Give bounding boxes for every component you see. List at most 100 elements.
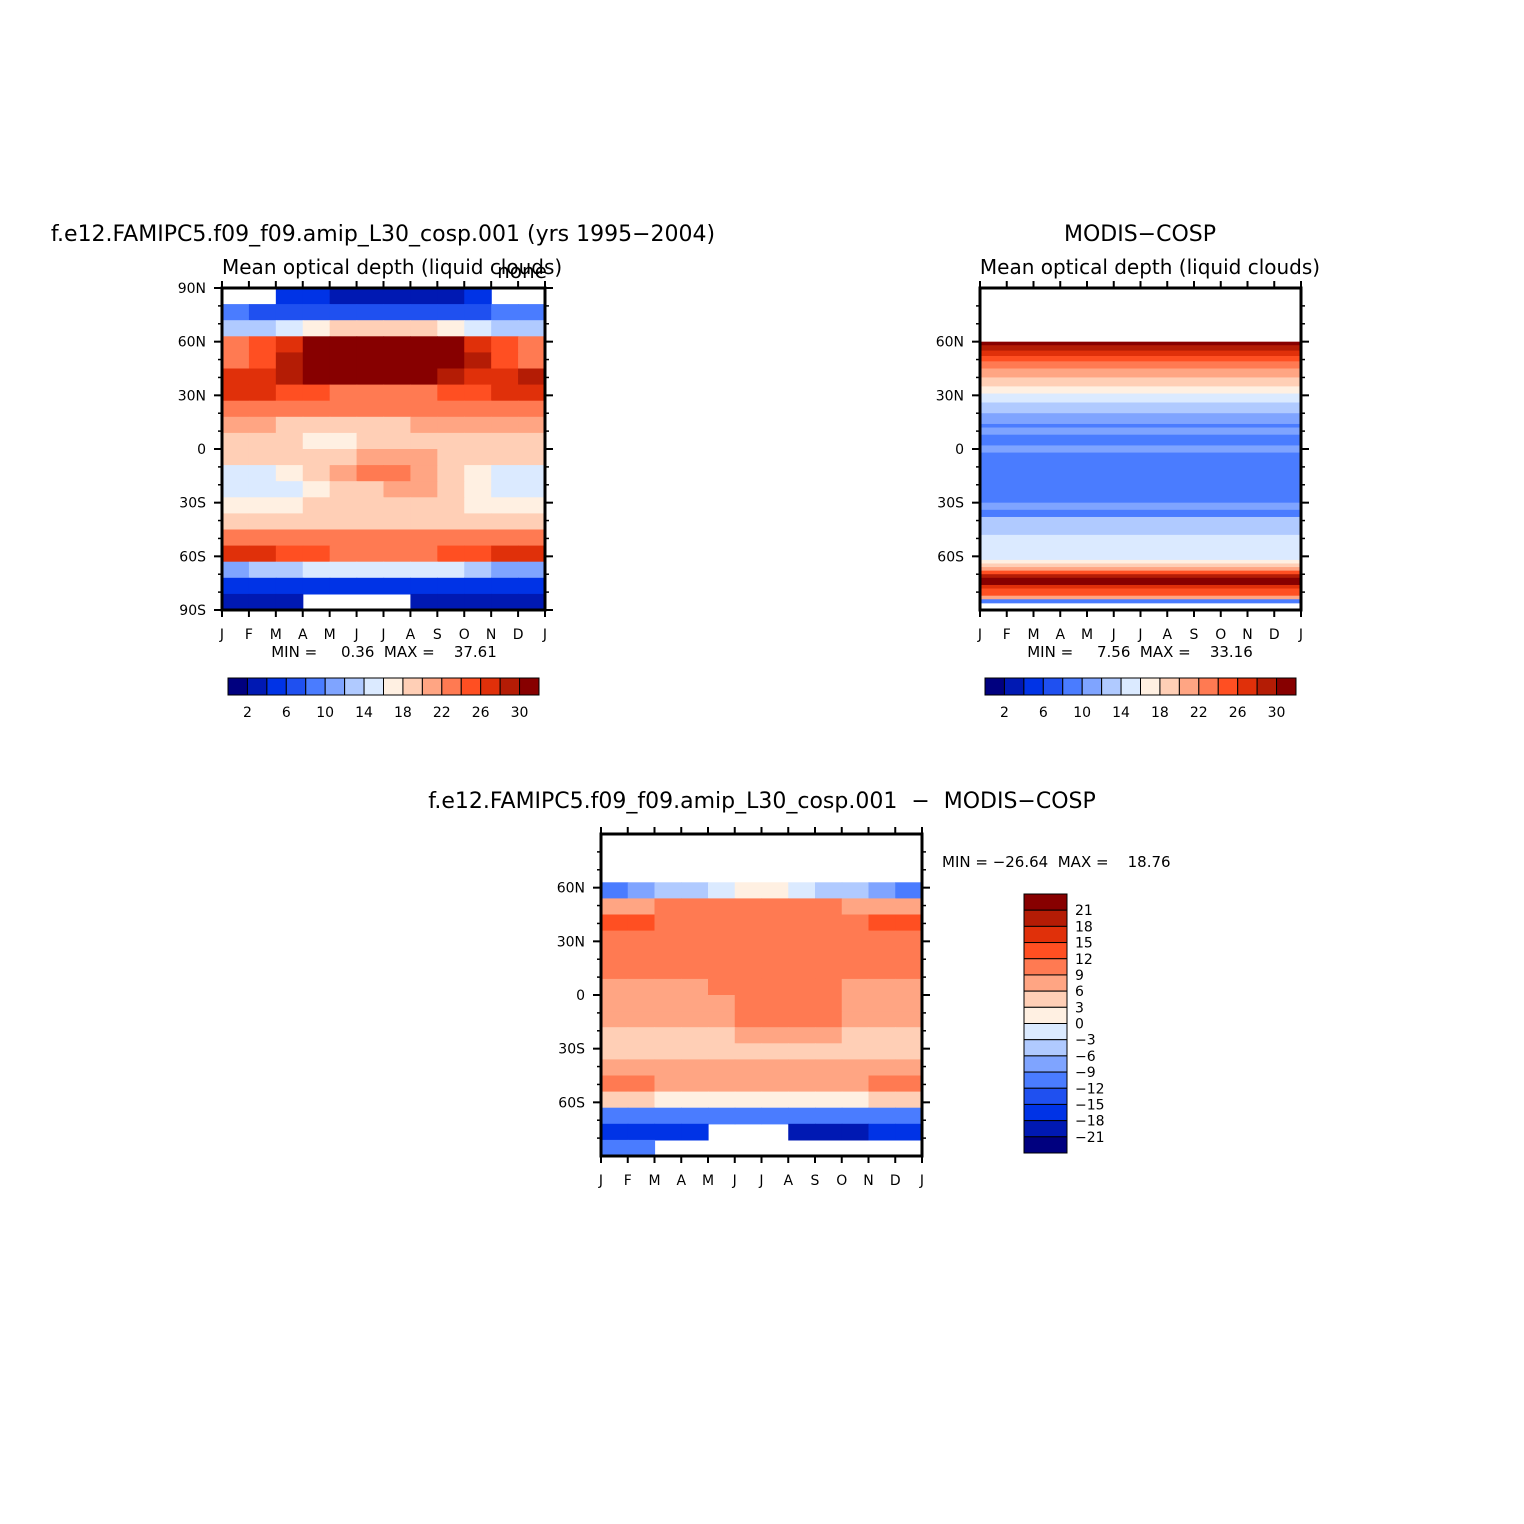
model-x-tick-label: S <box>433 627 442 643</box>
obs-lat-band <box>980 559 1301 564</box>
model-cell <box>302 288 331 305</box>
diff-cell <box>601 1139 629 1156</box>
model-x-tick-label: J <box>354 627 359 643</box>
obs-lat-band <box>980 502 1301 511</box>
model-cell <box>356 513 385 531</box>
diff-cell <box>654 1011 682 1028</box>
diff-cell <box>601 1011 629 1028</box>
diff-cell <box>601 962 629 980</box>
diff-cell <box>815 978 843 996</box>
diff-cell <box>734 962 763 980</box>
diff-cell <box>654 914 682 932</box>
model-cell <box>383 561 412 579</box>
model-cell <box>222 561 250 579</box>
diff-cell <box>681 1091 709 1109</box>
model-cell <box>518 497 545 514</box>
model-colorbar-box <box>441 677 462 696</box>
diff-colorbar-box <box>1023 909 1068 927</box>
diff-colorbar-label: 3 <box>1075 1000 1084 1016</box>
model-cell <box>329 336 358 353</box>
model-cell <box>383 432 412 450</box>
model-colorbar-box <box>227 677 248 696</box>
model-cell <box>222 432 250 450</box>
diff-colorbar-label: 0 <box>1075 1017 1084 1033</box>
diff-cell <box>895 930 922 948</box>
model-cell <box>248 577 277 595</box>
model-cell <box>410 288 438 305</box>
diff-y-tick-label: 60S <box>558 1095 585 1111</box>
model-cell <box>464 288 492 305</box>
model-cell <box>356 288 385 305</box>
diff-cell <box>788 946 816 964</box>
diff-x-tick-label: F <box>624 1173 632 1189</box>
model-cell <box>518 400 545 418</box>
panel-model-units: none <box>497 259 547 283</box>
obs-x-tick-label: S <box>1190 627 1199 643</box>
model-cell <box>356 368 385 386</box>
obs-x-tick-label: J <box>1298 627 1303 643</box>
obs-lat-band <box>980 595 1301 600</box>
diff-cell <box>681 995 709 1012</box>
model-x-tick-label: J <box>219 627 224 643</box>
model-cell <box>464 432 492 450</box>
model-cell <box>248 400 277 418</box>
diff-cell <box>654 962 682 980</box>
model-cell <box>356 352 385 370</box>
model-cell <box>356 529 385 547</box>
model-x-tick-label: J <box>542 627 547 643</box>
obs-x-tick-label: J <box>977 627 982 643</box>
diff-cell <box>681 1059 709 1077</box>
model-cell <box>437 432 465 450</box>
model-cell <box>491 416 519 434</box>
diff-x-tick-label: M <box>648 1173 660 1189</box>
diff-cell <box>761 1091 789 1109</box>
model-cell <box>356 481 385 498</box>
model-cell <box>491 449 519 466</box>
diff-cell <box>788 882 816 899</box>
diff-cell <box>841 1075 870 1093</box>
model-cell <box>383 545 412 563</box>
model-cell <box>275 336 304 353</box>
model-cell <box>491 352 519 370</box>
diff-cell <box>681 1011 709 1028</box>
model-cell <box>222 400 250 418</box>
model-cell <box>248 320 277 337</box>
model-cell <box>518 449 545 466</box>
diff-cell <box>734 1091 763 1109</box>
diff-cell <box>868 995 896 1012</box>
model-cell <box>437 545 465 563</box>
diff-colorbar-box <box>1023 958 1068 976</box>
obs-lat-band <box>980 341 1301 346</box>
diff-cell <box>868 1123 896 1141</box>
obs-colorbar-box <box>984 677 1005 696</box>
model-cell <box>464 304 492 321</box>
model-cell <box>383 368 412 386</box>
model-cell <box>356 545 385 563</box>
diff-cell <box>841 1123 870 1141</box>
model-cell <box>383 513 412 531</box>
model-cell <box>518 416 545 434</box>
diff-cell <box>895 1027 922 1044</box>
diff-cell <box>868 914 896 932</box>
diff-cell <box>815 1091 843 1109</box>
model-cell <box>410 513 438 531</box>
diff-cell <box>761 1027 789 1044</box>
model-cell <box>491 497 519 514</box>
model-colorbar-box <box>285 677 307 696</box>
diff-cell <box>895 1059 922 1077</box>
model-cell <box>437 529 465 547</box>
diff-cell <box>815 882 843 899</box>
diff-x-tick-label: A <box>676 1173 686 1189</box>
diff-colorbar-label: 15 <box>1075 936 1093 952</box>
diff-cell <box>708 1075 736 1093</box>
obs-colorbar-box <box>1217 677 1239 696</box>
obs-colorbar-box <box>1042 677 1064 696</box>
diff-cell <box>601 1059 629 1077</box>
model-cell <box>464 368 492 386</box>
diff-cell <box>788 1107 816 1125</box>
diff-cell <box>788 995 816 1012</box>
model-cell <box>437 465 465 482</box>
model-cell <box>491 529 519 547</box>
diff-cell <box>815 1043 843 1060</box>
model-cell <box>222 320 250 337</box>
